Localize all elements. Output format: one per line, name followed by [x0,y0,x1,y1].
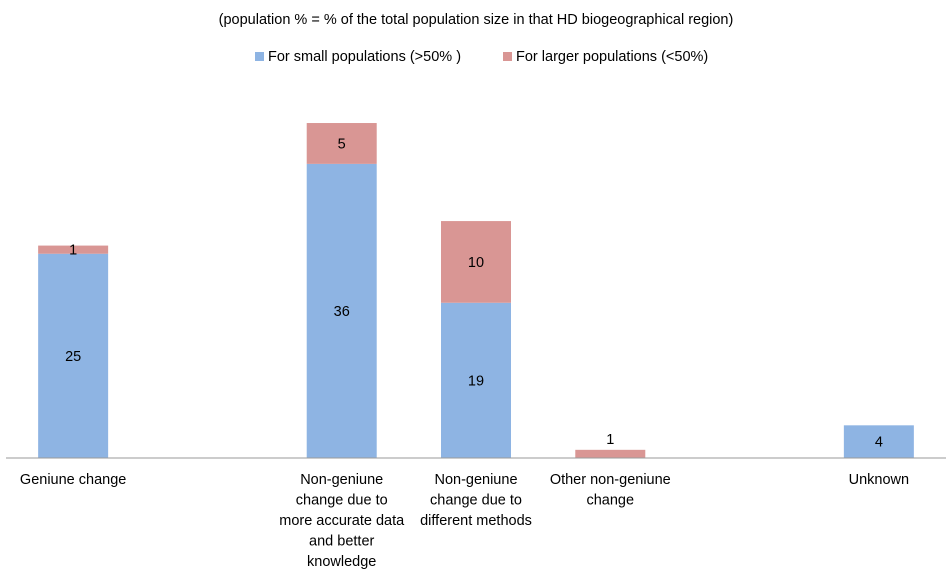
data-label-1-series-2: 1 [69,243,77,259]
x-tick-label-2: Non-geniune change due to more accurate da… [279,472,405,569]
x-tick-label-3-line-3: different methods [420,513,532,529]
x-tick-label-4-line-1: Other non-geniune [550,472,671,488]
bar-segment-3-series-2 [441,221,511,303]
bars-group: 25 1 36 5 19 10 1 4 [38,123,914,458]
x-tick-label-3-line-1: Non-geniune [434,472,517,488]
x-tick-label-2-line-1: Non-geniune [300,472,383,488]
x-tick-label-4: Other non-geniune change [550,472,671,509]
x-tick-label-2-line-4: and better [309,534,374,550]
data-label-3-series-1: 19 [468,373,484,389]
legend-label-1: For small populations (>50% ) [268,49,461,65]
data-label-5-series-1: 4 [875,435,883,451]
x-tick-label-1-line-1: Geniune change [20,472,126,488]
bar-segment-1-series-2 [38,245,109,254]
bar-segment-1-series-1 [38,253,109,458]
legend-label-2: For larger populations (<50%) [516,49,708,65]
data-label-1-series-1: 25 [65,349,81,365]
bar-segment-2-series-2 [306,123,377,164]
data-label-4-series-2: 1 [606,432,614,448]
x-tick-label-5-line-1: Unknown [849,472,909,488]
data-label-2-series-1: 36 [334,304,350,320]
x-tick-label-3: Non-geniune change due to different method… [420,472,532,529]
legend: For small populations (>50% ) For larger … [255,49,708,65]
chart-subtitle: (population % = % of the total populatio… [219,12,734,28]
data-label-2-series-2: 5 [338,136,346,152]
bar-segment-5-series-1 [843,425,914,458]
x-tick-label-5: Unknown [849,472,909,488]
x-tick-label-4-line-2: change [586,493,634,509]
data-label-3-series-2: 10 [468,255,484,271]
x-tick-label-2-line-5: knowledge [307,554,376,569]
x-axis-labels: Geniune change Non-geniune change due to mo… [20,472,909,570]
x-tick-label-2-line-3: more accurate data [279,513,405,529]
x-tick-label-2-line-2: change due to [296,493,388,509]
legend-swatch-1 [255,52,264,61]
x-tick-label-1: Geniune change [20,472,126,488]
legend-swatch-2 [503,52,512,61]
bar-segment-2-series-1 [306,163,377,458]
x-tick-label-3-line-2: change due to [430,493,522,509]
bar-segment-4-series-2 [575,449,646,458]
bar-segment-3-series-1 [441,302,511,458]
